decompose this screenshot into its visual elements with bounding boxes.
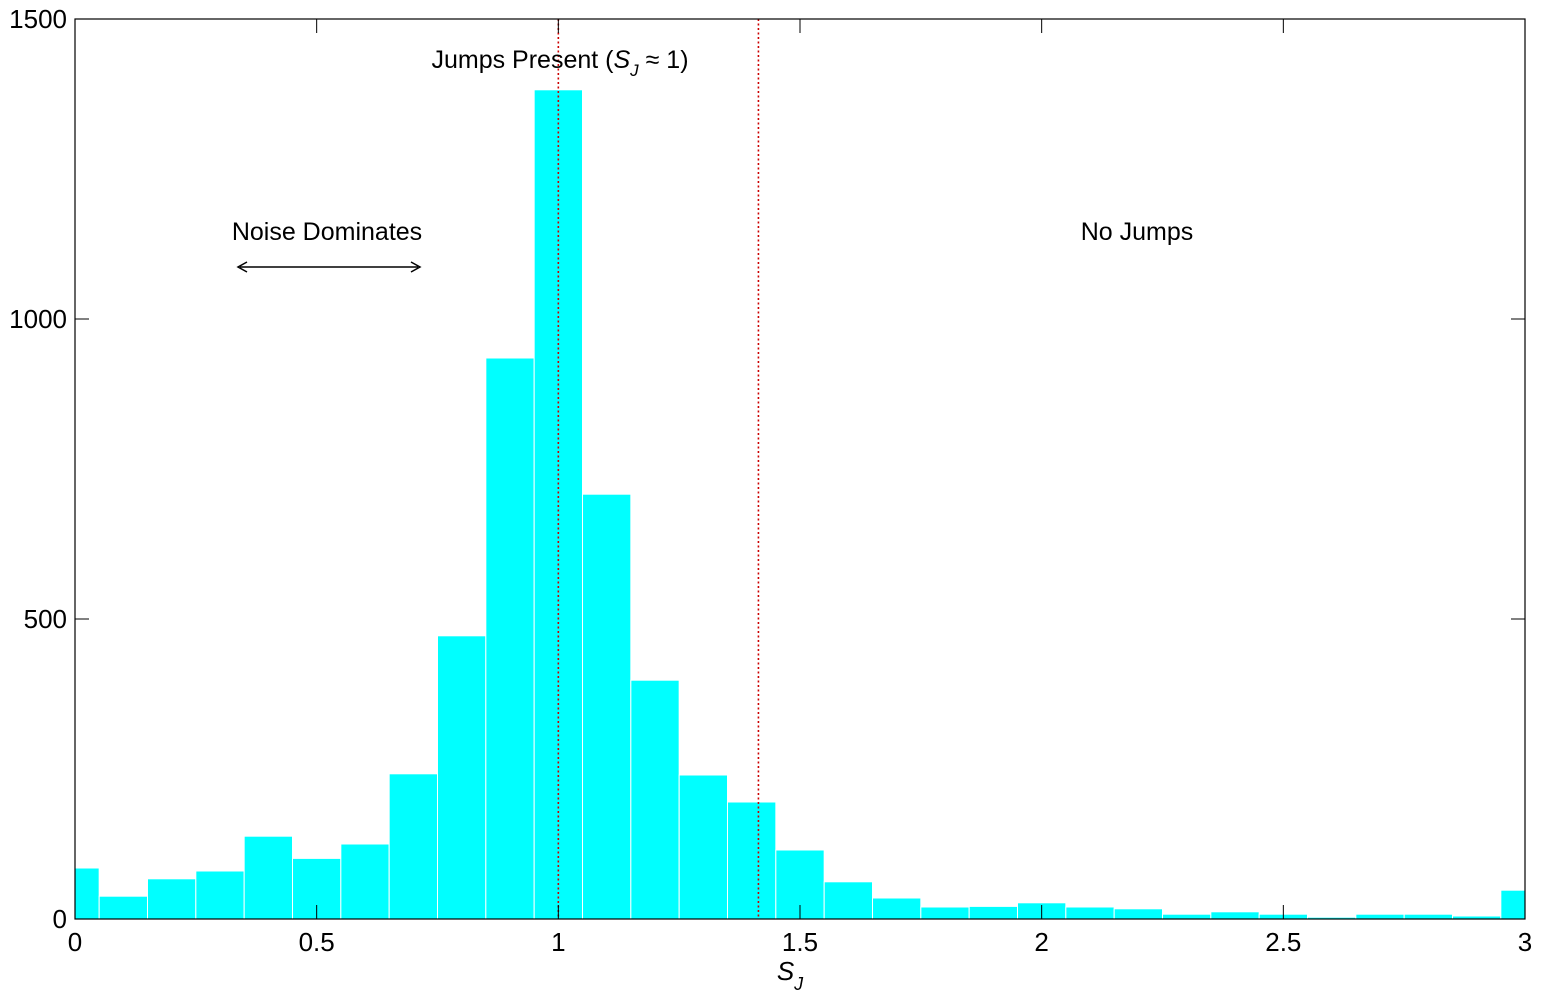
x-axis-label: SJ [777,956,804,994]
histogram-bar [920,906,970,920]
histogram-bar [195,870,245,920]
histogram-bar [437,635,487,920]
histogram-bar [485,357,535,920]
histogram-bar [1210,911,1260,920]
histogram-bar [630,679,680,920]
histogram-bar [1113,908,1163,920]
y-tick-label: 1500 [9,4,67,34]
histogram-bar [872,897,922,920]
axes-frame [74,18,1526,920]
annotation-no-jumps: No Jumps [1081,218,1194,246]
histogram-bar [340,843,390,920]
histogram-bar [968,905,1019,920]
x-tick-label: 1.5 [782,927,818,957]
y-tick-label: 500 [24,604,67,634]
histogram-bar [388,773,438,920]
histogram-bar [582,493,632,920]
x-tick-label: 1 [551,927,565,957]
histogram-bar [727,801,777,920]
histogram-bar [678,774,729,920]
histogram-bar [1500,889,1526,920]
x-tick-label: 2 [1034,927,1048,957]
histogram-bar [147,878,197,920]
histogram-bar [98,895,148,920]
x-tick-label: 2.5 [1265,927,1301,957]
histogram-bar [1403,913,1453,920]
bars-group [74,89,1526,920]
annotation-noise-dominates: Noise Dominates [232,218,422,246]
x-tick-label: 3 [1518,927,1532,957]
double-arrow-icon [236,261,422,273]
histogram-bar [74,867,100,920]
histogram-bar [1355,913,1405,920]
histogram-bar [823,881,874,920]
x-tick-label: 0.5 [299,927,335,957]
y-tick-label: 1000 [9,304,67,334]
histogram-bar [775,849,825,920]
histogram-bar [1065,906,1115,920]
x-tick-label: 0 [68,927,82,957]
reference-lines [557,19,760,919]
histogram-bar [1162,913,1212,920]
histogram-bar [243,835,294,920]
annotation-jumps-present: Jumps Present (SJ ≈ 1) [431,46,688,80]
y-tick-label: 0 [53,904,67,934]
